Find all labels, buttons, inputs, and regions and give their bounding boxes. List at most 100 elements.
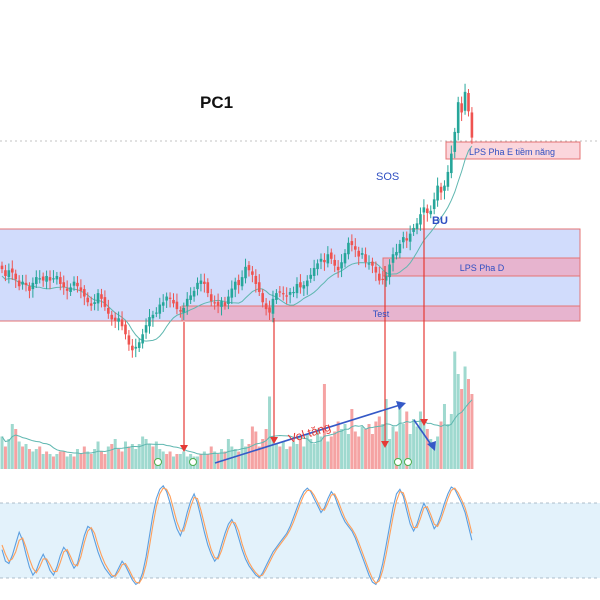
candle <box>141 328 144 349</box>
candle-body <box>227 296 230 304</box>
volume-bar <box>388 439 392 469</box>
candle <box>117 311 120 331</box>
candle <box>209 288 213 307</box>
candle-body <box>329 252 333 259</box>
candle <box>285 287 288 304</box>
candle-body <box>247 265 251 271</box>
volume-bar <box>370 434 374 469</box>
candle <box>278 286 282 298</box>
candle-body <box>131 345 134 351</box>
candle-body <box>333 259 337 266</box>
candle <box>165 292 168 308</box>
candle-body <box>7 270 11 278</box>
volume-bar <box>418 411 422 469</box>
candle <box>347 237 350 260</box>
volume-bar <box>295 444 299 469</box>
candle-body <box>0 265 4 270</box>
vol-trend-arrowhead <box>396 401 406 410</box>
candle-body <box>384 275 388 281</box>
volume-bar <box>93 449 97 469</box>
candle <box>110 310 114 326</box>
candle <box>388 259 391 285</box>
candles-group <box>0 83 474 358</box>
candle <box>281 286 285 301</box>
candle-body <box>305 280 309 287</box>
candle-body <box>158 304 162 314</box>
candle-body <box>196 282 199 290</box>
candle-body <box>436 185 439 201</box>
candle <box>412 223 415 236</box>
volume-bar <box>182 451 186 469</box>
candle <box>168 292 172 308</box>
candle-body <box>134 346 138 349</box>
event-marker <box>154 458 162 466</box>
candle <box>179 306 182 318</box>
candle <box>470 107 474 144</box>
candle-body <box>65 288 69 291</box>
candle-body <box>103 297 107 307</box>
volume-bar <box>439 421 443 469</box>
volume-bar <box>206 454 210 469</box>
candle-body <box>288 291 292 295</box>
test-label: Test <box>373 309 390 319</box>
candle <box>103 290 107 311</box>
candle-body <box>179 310 182 312</box>
volume-bar <box>343 424 347 469</box>
candle <box>450 145 453 179</box>
candle <box>124 320 127 340</box>
candle <box>14 269 18 288</box>
volume-bar <box>75 449 79 469</box>
volume-bar <box>120 451 124 469</box>
candle-body <box>446 171 450 187</box>
candle-body <box>275 293 278 300</box>
volume-bar <box>292 441 296 469</box>
candle <box>329 248 333 264</box>
candle <box>353 238 357 258</box>
candle-body <box>251 271 254 275</box>
candle-body <box>244 266 247 279</box>
candle-body <box>463 91 467 111</box>
volume-bar <box>470 394 474 469</box>
candle <box>237 274 240 294</box>
arrow-lps-d-head <box>381 441 389 448</box>
volume-bar <box>209 446 213 469</box>
candle-body <box>141 334 144 344</box>
candle <box>319 253 323 270</box>
candle <box>86 292 90 307</box>
candle <box>364 247 367 268</box>
volume-bar <box>285 449 289 469</box>
volume-bar <box>168 451 172 469</box>
candle <box>316 259 319 276</box>
candle <box>175 293 179 315</box>
candle-body <box>137 342 141 348</box>
candle <box>10 260 14 280</box>
candle <box>391 247 395 272</box>
volume-bar <box>233 449 237 469</box>
candle-body <box>299 282 302 288</box>
candle-body <box>439 186 443 193</box>
candle-body <box>35 277 38 284</box>
volume-moving-average <box>1 399 473 455</box>
volume-bar <box>271 436 275 469</box>
volume-bar <box>319 436 323 469</box>
candle-body <box>378 273 381 281</box>
candle-body <box>316 263 319 270</box>
candle-body <box>295 283 299 294</box>
candle-body <box>336 266 340 271</box>
candle-body <box>388 264 391 278</box>
candle-body <box>117 318 120 322</box>
candle-body <box>340 262 343 269</box>
volume-bar <box>17 441 21 469</box>
candle <box>158 297 162 319</box>
volume-bar <box>405 411 409 469</box>
volume-bar <box>141 436 145 469</box>
candle <box>144 318 148 339</box>
arrow-test-1-head <box>180 445 188 452</box>
volume-bar <box>360 426 364 469</box>
candle <box>206 278 210 298</box>
candle-body <box>429 210 433 215</box>
volume-bar <box>257 446 261 469</box>
candle-body <box>76 282 79 287</box>
volume-bars-group <box>0 351 474 469</box>
volume-bar <box>199 454 203 469</box>
